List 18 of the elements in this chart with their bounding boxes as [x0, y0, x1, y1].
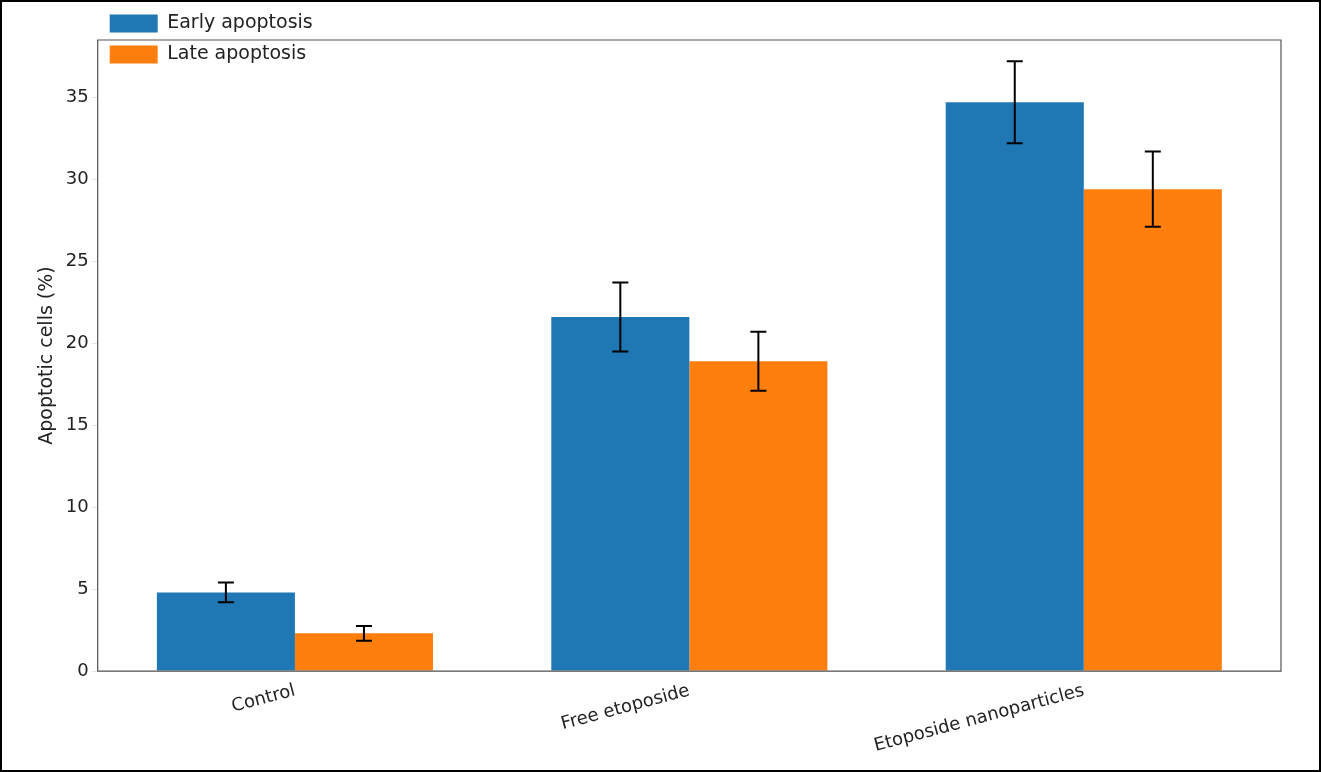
- x-tick-label: Control: [228, 678, 298, 716]
- legend-label: Late apoptosis: [167, 41, 307, 64]
- legend-label: Early apoptosis: [167, 10, 313, 33]
- y-tick-label: 20: [65, 330, 89, 352]
- bar: [156, 592, 295, 671]
- y-tick-label: 25: [65, 248, 89, 270]
- y-tick-label: 15: [65, 412, 89, 434]
- bar: [945, 102, 1084, 671]
- bar: [1083, 189, 1222, 671]
- y-tick-label: 5: [77, 576, 89, 598]
- y-tick-label: 35: [65, 85, 89, 107]
- y-axis-title: Apoptotic cells (%): [34, 266, 57, 445]
- y-tick-label: 30: [65, 167, 89, 188]
- y-tick-label: 0: [77, 658, 89, 680]
- y-tick-label: 10: [65, 494, 89, 516]
- bar: [689, 361, 828, 671]
- bar: [551, 317, 690, 671]
- bar: [294, 633, 433, 671]
